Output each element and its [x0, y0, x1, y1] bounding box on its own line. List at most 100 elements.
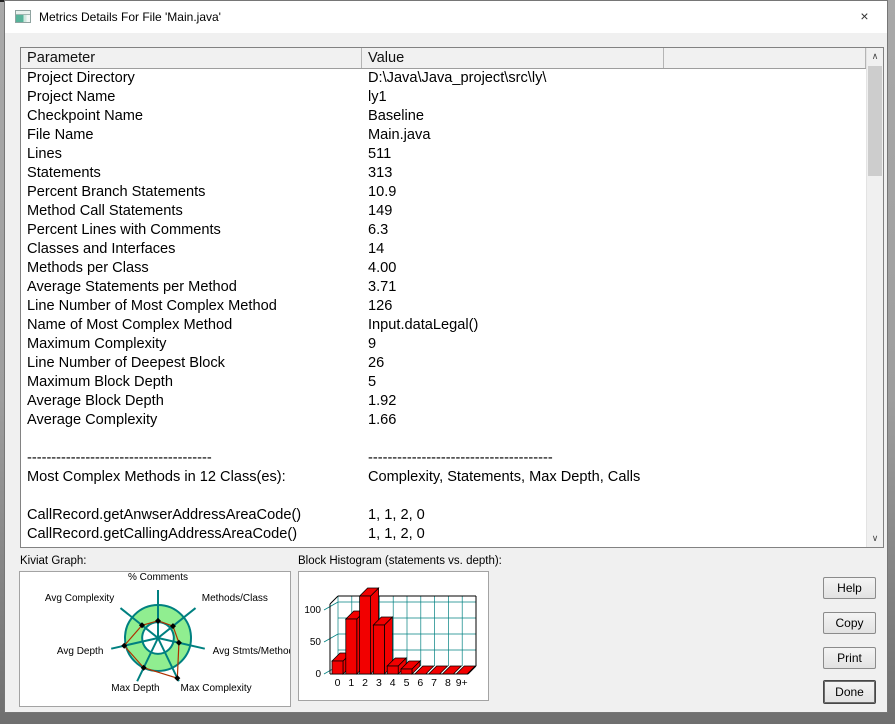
done-button[interactable]: Done [823, 680, 876, 704]
help-button[interactable]: Help [823, 577, 876, 599]
scroll-up-button[interactable]: ∧ [867, 48, 883, 65]
value-cell: 5 [368, 374, 377, 390]
kiviat-spoke [110, 637, 159, 650]
param-cell [21, 487, 362, 506]
blank-cell [664, 145, 866, 164]
table-row[interactable]: Average Complexity 1.66 [21, 411, 866, 430]
print-button[interactable]: Print [823, 647, 876, 669]
y-tick-line [323, 601, 339, 611]
param-cell [21, 430, 362, 449]
scroll-down-button[interactable]: ∨ [867, 530, 883, 547]
metrics-table: Parameter Value Project Directory D:\Java… [20, 47, 884, 548]
histogram-bar [386, 665, 399, 675]
value-cell: 4.00 [368, 260, 397, 276]
histogram-bar [359, 595, 371, 675]
value-cell: 149 [368, 203, 393, 219]
vertical-scrollbar[interactable]: ∧ ∨ [866, 48, 883, 547]
param-cell: Percent Branch Statements [27, 184, 206, 200]
x-tick-label: 2 [362, 677, 368, 689]
blank-cell [664, 107, 866, 126]
blank-cell [664, 69, 866, 88]
table-row[interactable]: Percent Lines with Comments 6.3 [21, 221, 866, 240]
value-cell: 1.92 [368, 393, 397, 409]
param-cell: Average Complexity [27, 412, 158, 428]
histogram-bar-flat [413, 665, 435, 675]
blank-cell [664, 411, 866, 430]
table-row[interactable]: -------------------------------------- --… [21, 449, 866, 468]
blank-cell [664, 354, 866, 373]
column-header-blank[interactable] [664, 48, 866, 68]
table-row[interactable]: Lines 511 [21, 145, 866, 164]
table-row[interactable]: Statements 313 [21, 164, 866, 183]
table-row[interactable]: Project Name ly1 [21, 88, 866, 107]
scrollbar-thumb[interactable] [868, 66, 882, 176]
blank-cell [664, 449, 866, 468]
param-cell: CallRecord.getAnwserAddressAreaCode() [27, 507, 302, 523]
histogram-bar [400, 668, 413, 675]
close-icon: × [860, 8, 869, 24]
value-cell: Complexity, Statements, Max Depth, Calls [368, 469, 641, 485]
table-header: Parameter Value [21, 48, 866, 69]
table-row[interactable]: Maximum Complexity 9 [21, 335, 866, 354]
table-row[interactable]: Percent Branch Statements 10.9 [21, 183, 866, 202]
kiviat-spoke [157, 637, 206, 650]
value-cell: Main.java [368, 127, 431, 143]
table-row[interactable] [21, 487, 866, 506]
kiviat-data-marker [155, 617, 161, 624]
blank-cell [664, 316, 866, 335]
table-row[interactable]: Methods per Class 4.00 [21, 259, 866, 278]
blank-cell [664, 202, 866, 221]
kiviat-axis-label: % Comments [128, 572, 188, 583]
kiviat-data-marker [175, 639, 182, 646]
blank-cell [664, 126, 866, 145]
blank-cell [664, 373, 866, 392]
table-row[interactable]: Checkpoint Name Baseline [21, 107, 866, 126]
title-bar[interactable]: Metrics Details For File 'Main.java' × [5, 1, 887, 33]
param-cell: Checkpoint Name [27, 108, 143, 124]
copy-button[interactable]: Copy [823, 612, 876, 634]
table-row[interactable]: Average Block Depth 1.92 [21, 392, 866, 411]
table-row[interactable]: Maximum Block Depth 5 [21, 373, 866, 392]
blank-cell [664, 487, 866, 506]
table-row[interactable]: Most Complex Methods in 12 Class(es): Com… [21, 468, 866, 487]
value-cell: 9 [368, 336, 377, 352]
value-cell: D:\Java\Java_project\src\ly\ [368, 70, 547, 86]
y-tick-label: 50 [310, 637, 322, 648]
kiviat-data-marker [139, 622, 146, 629]
histogram-bar-flat [427, 665, 449, 675]
table-row[interactable]: Project Directory D:\Java\Java_project\sr… [21, 69, 866, 88]
histogram-bar-flat [441, 665, 463, 675]
table-row[interactable]: Method Call Statements 149 [21, 202, 866, 221]
value-cell [362, 487, 664, 506]
table-row[interactable]: CallRecord.getAnwserAddressAreaCode() 1, … [21, 506, 866, 525]
table-row[interactable] [21, 430, 866, 449]
blank-cell [664, 183, 866, 202]
blank-cell [664, 335, 866, 354]
column-header-value[interactable]: Value [362, 48, 664, 68]
blank-cell [664, 297, 866, 316]
table-row[interactable]: Average Statements per Method 3.71 [21, 278, 866, 297]
blank-cell [664, 240, 866, 259]
table-row[interactable]: Line Number of Most Complex Method 126 [21, 297, 866, 316]
close-button[interactable]: × [842, 1, 887, 32]
table-content: Parameter Value Project Directory D:\Java… [21, 48, 866, 547]
column-header-parameter[interactable]: Parameter [21, 48, 362, 68]
value-cell: 6.3 [368, 222, 389, 238]
table-row[interactable]: Line Number of Deepest Block 26 [21, 354, 866, 373]
kiviat-data-polygon [123, 620, 180, 679]
table-row[interactable]: Name of Most Complex Method Input.dataLeg… [21, 316, 866, 335]
table-row[interactable]: File Name Main.java [21, 126, 866, 145]
block-histogram: 0 50 100 0 1 2 3 4 5 6 7 8 9+ [298, 571, 489, 701]
param-cell: -------------------------------------- [27, 450, 212, 466]
y-tick-label: 0 [315, 669, 321, 680]
table-row[interactable]: CallRecord.getCallingAddressAreaCode() 1,… [21, 525, 866, 544]
param-cell: Lines [27, 146, 62, 162]
value-cell: Baseline [368, 108, 424, 124]
value-cell: 1.66 [368, 412, 397, 428]
param-cell: Classes and Interfaces [27, 241, 176, 257]
kiviat-axis-label: Max Complexity [181, 683, 252, 694]
param-cell: Line Number of Deepest Block [27, 355, 225, 371]
table-row[interactable]: Classes and Interfaces 14 [21, 240, 866, 259]
